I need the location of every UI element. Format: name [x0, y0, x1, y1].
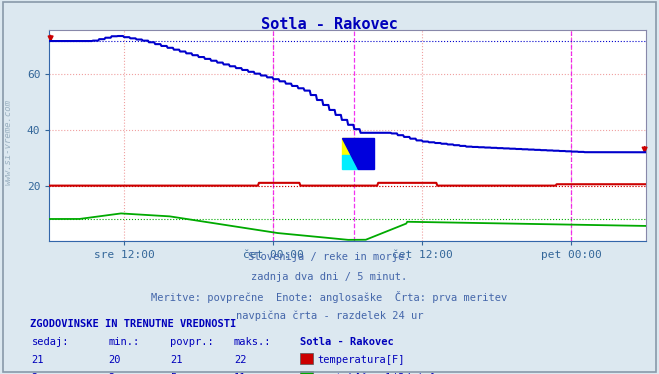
Text: www.si-vreme.com: www.si-vreme.com — [3, 99, 13, 185]
Polygon shape — [341, 138, 358, 169]
Text: 21: 21 — [170, 355, 183, 365]
Text: temperatura[F]: temperatura[F] — [317, 355, 405, 365]
Text: 20: 20 — [109, 355, 121, 365]
Text: Sotla - Rakovec: Sotla - Rakovec — [261, 17, 398, 32]
Text: zadnja dva dni / 5 minut.: zadnja dva dni / 5 minut. — [251, 272, 408, 282]
Bar — [341, 138, 358, 155]
Text: maks.:: maks.: — [234, 337, 272, 347]
Text: ZGODOVINSKE IN TRENUTNE VREDNOSTI: ZGODOVINSKE IN TRENUTNE VREDNOSTI — [30, 319, 236, 329]
Bar — [358, 138, 374, 169]
Text: 2: 2 — [109, 373, 115, 374]
Text: navpična črta - razdelek 24 ur: navpična črta - razdelek 24 ur — [236, 311, 423, 321]
Text: Meritve: povprečne  Enote: anglosaške  Črta: prva meritev: Meritve: povprečne Enote: anglosaške Črt… — [152, 291, 507, 303]
Text: sedaj:: sedaj: — [32, 337, 69, 347]
Text: Sotla - Rakovec: Sotla - Rakovec — [300, 337, 393, 347]
Text: pretok[čevelj3/min]: pretok[čevelj3/min] — [317, 373, 436, 374]
Text: 11: 11 — [234, 373, 246, 374]
Text: 5: 5 — [170, 373, 176, 374]
Text: 2: 2 — [32, 373, 38, 374]
Text: min.:: min.: — [109, 337, 140, 347]
Text: 22: 22 — [234, 355, 246, 365]
Text: Slovenija / reke in morje.: Slovenija / reke in morje. — [248, 252, 411, 263]
Bar — [341, 155, 358, 169]
Text: povpr.:: povpr.: — [170, 337, 214, 347]
Text: 21: 21 — [32, 355, 44, 365]
